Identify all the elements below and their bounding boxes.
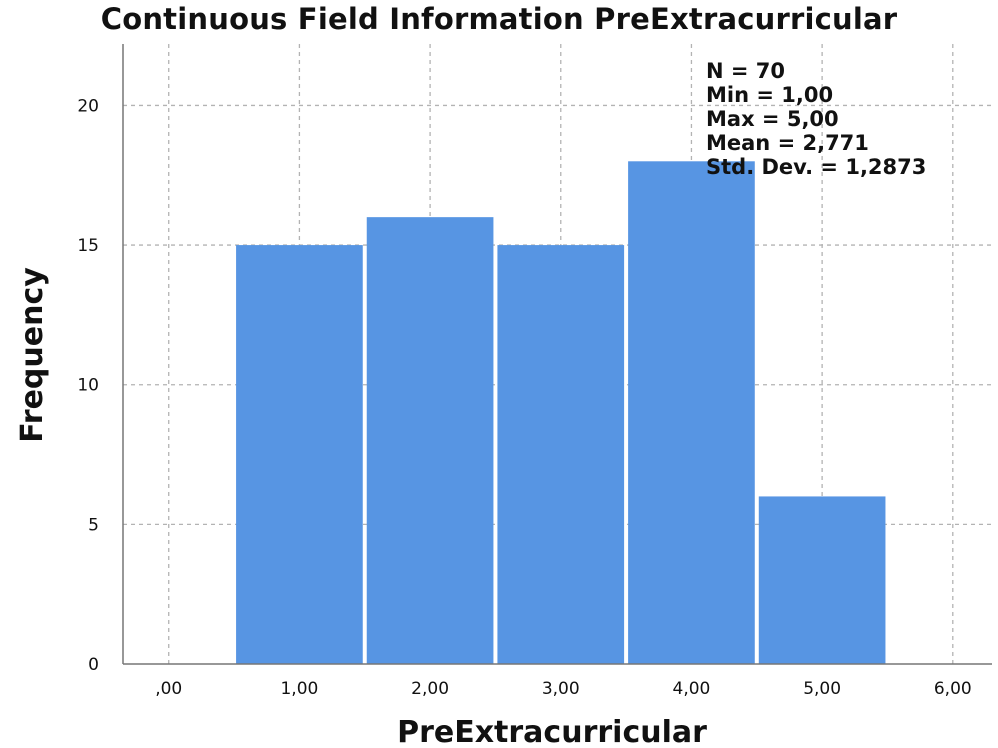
y-tick-label-0: 0 (88, 655, 99, 675)
x-tick-label-5: 5,00 (803, 679, 841, 699)
bar-3 (497, 245, 625, 664)
x-tick-label-6: 6,00 (934, 679, 972, 699)
y-tick-label-20: 20 (77, 96, 99, 116)
statistics-line-3: Mean = 2,771 (706, 131, 869, 155)
axes (122, 44, 992, 665)
y-tick-labels: 0 5 10 15 20 (77, 96, 99, 675)
y-tick-label-5: 5 (88, 515, 99, 535)
chart-title: Continuous Field Information PreExtracur… (100, 2, 898, 36)
statistics-line-4: Std. Dev. = 1,2873 (706, 155, 926, 179)
bar-5 (758, 496, 886, 664)
x-tick-label-2: 2,00 (411, 679, 449, 699)
x-tick-label-0: ,00 (155, 679, 182, 699)
y-axis-title: Frequency (15, 267, 50, 443)
y-tick-label-10: 10 (77, 376, 99, 396)
x-tick-label-4: 4,00 (673, 679, 711, 699)
x-tick-labels: ,00 1,00 2,00 3,00 4,00 5,00 6,00 (155, 679, 972, 699)
statistics-line-0: N = 70 (706, 59, 785, 83)
statistics-line-1: Min = 1,00 (706, 83, 833, 107)
bar-2 (366, 217, 494, 665)
bar-1 (236, 245, 363, 664)
statistics-line-2: Max = 5,00 (706, 107, 839, 131)
bar-4 (628, 161, 755, 664)
x-tick-label-1: 1,00 (280, 679, 318, 699)
x-tick-label-3: 3,00 (542, 679, 580, 699)
y-tick-label-15: 15 (77, 236, 99, 256)
x-axis-title: PreExtracurricular (397, 715, 707, 748)
bars (236, 161, 886, 665)
